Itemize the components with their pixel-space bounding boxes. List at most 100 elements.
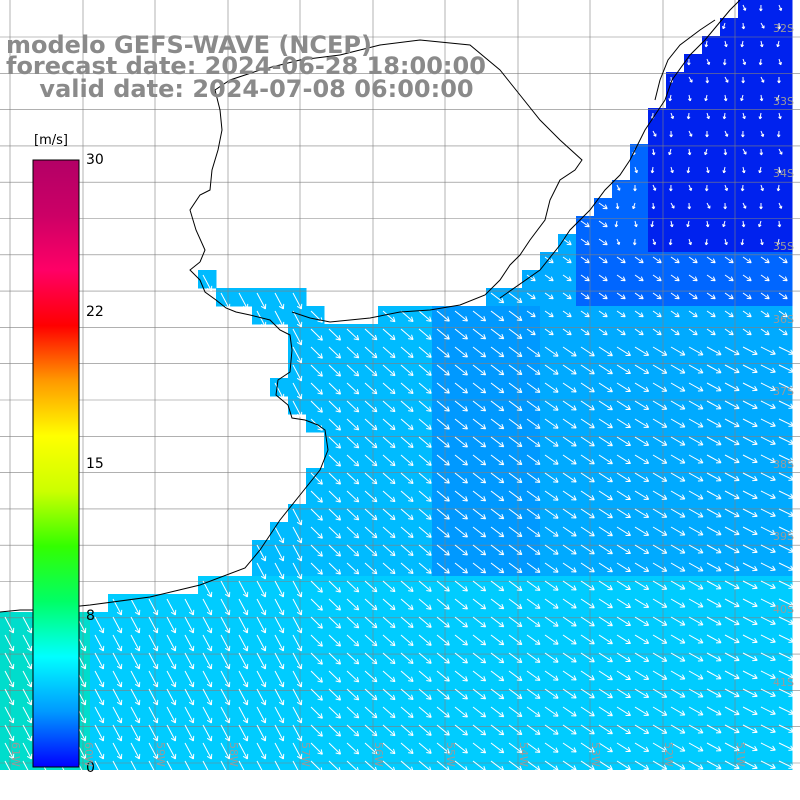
wind-arrow [544,526,559,537]
field-cell [774,126,793,145]
wind-arrow [632,238,637,246]
wind-arrow [400,418,414,430]
wind-arrow [346,724,360,737]
wind-arrow [490,580,505,592]
field-cell [234,630,253,649]
field-cell [720,360,739,379]
field-cell [522,342,541,361]
field-cell [558,504,577,523]
wind-arrow [382,418,396,431]
wind-arrow [328,670,342,683]
wind-arrow [544,328,554,336]
field-cell [630,342,649,361]
wind-arrow [364,472,378,485]
field-cell [288,378,307,397]
wind-arrow [634,598,650,608]
wind-arrow [130,760,137,770]
wind-arrow [382,562,396,575]
wind-arrow [562,508,577,519]
wind-arrow [562,364,577,375]
field-cell [738,180,757,199]
field-cell [270,594,289,613]
wind-arrow [670,652,686,662]
wind-arrow [364,688,378,701]
field-cell [288,558,307,577]
field-cell [756,36,775,55]
wind-arrow [292,544,303,562]
field-cell [684,216,703,235]
wind-arrow [328,472,342,485]
wind-arrow [256,670,267,688]
wind-arrow [598,346,613,357]
field-cell [684,396,703,415]
field-cell [774,0,793,19]
wind-arrow [706,724,722,734]
wind-arrow [634,688,650,698]
field-cell [450,720,469,739]
field-cell [18,720,37,739]
field-cell [576,414,595,433]
wind-arrow [778,472,794,481]
field-cell [450,396,469,415]
wind-arrow [760,634,776,644]
field-cell [738,684,757,703]
wind-arrow [616,436,631,447]
field-cell [738,540,757,559]
wind-arrow [616,598,631,609]
wind-arrow [292,310,303,328]
wind-arrow [346,688,360,701]
field-cell [558,684,577,703]
wind-arrow [364,436,378,449]
wind-arrow [472,418,487,430]
field-cell [630,432,649,451]
field-cell [720,684,739,703]
field-cell [612,594,631,613]
field-cell [702,576,721,595]
wind-arrow [598,292,608,300]
field-cell [738,288,757,307]
wind-arrow [724,184,729,192]
field-cell [612,216,631,235]
field-cell [576,234,595,253]
wind-arrow [688,418,704,428]
wind-arrow [686,112,691,120]
wind-arrow [418,382,432,394]
field-cell [126,720,145,739]
wind-arrow [490,436,505,448]
field-cell [486,630,505,649]
field-cell [648,720,667,739]
field-cell [486,666,505,685]
field-cell [288,342,307,361]
wind-arrow [652,454,668,464]
field-cell [702,468,721,487]
field-cell [702,702,721,721]
wind-arrow [526,724,541,735]
wind-arrow [670,328,680,336]
field-cell [594,486,613,505]
field-cell [522,468,541,487]
field-cell [594,270,613,289]
field-cell [666,288,685,307]
wind-arrow [706,112,710,120]
coastline-south [0,261,329,613]
field-cell [648,612,667,631]
wind-arrow [669,130,673,138]
field-cell [774,504,793,523]
wind-arrow [22,634,33,652]
wind-arrow [562,544,577,555]
wind-arrow [112,760,119,770]
field-cell [720,216,739,235]
field-cell [540,630,559,649]
field-cell [270,630,289,649]
field-cell [540,522,559,541]
wind-arrow [454,364,468,376]
wind-arrow [310,364,323,377]
wind-arrow [778,490,794,499]
wind-arrow [580,742,595,753]
wind-arrow [490,490,505,502]
field-cell [720,72,739,91]
wind-arrow [652,526,668,536]
wind-arrow [4,742,15,760]
field-cell [684,576,703,595]
